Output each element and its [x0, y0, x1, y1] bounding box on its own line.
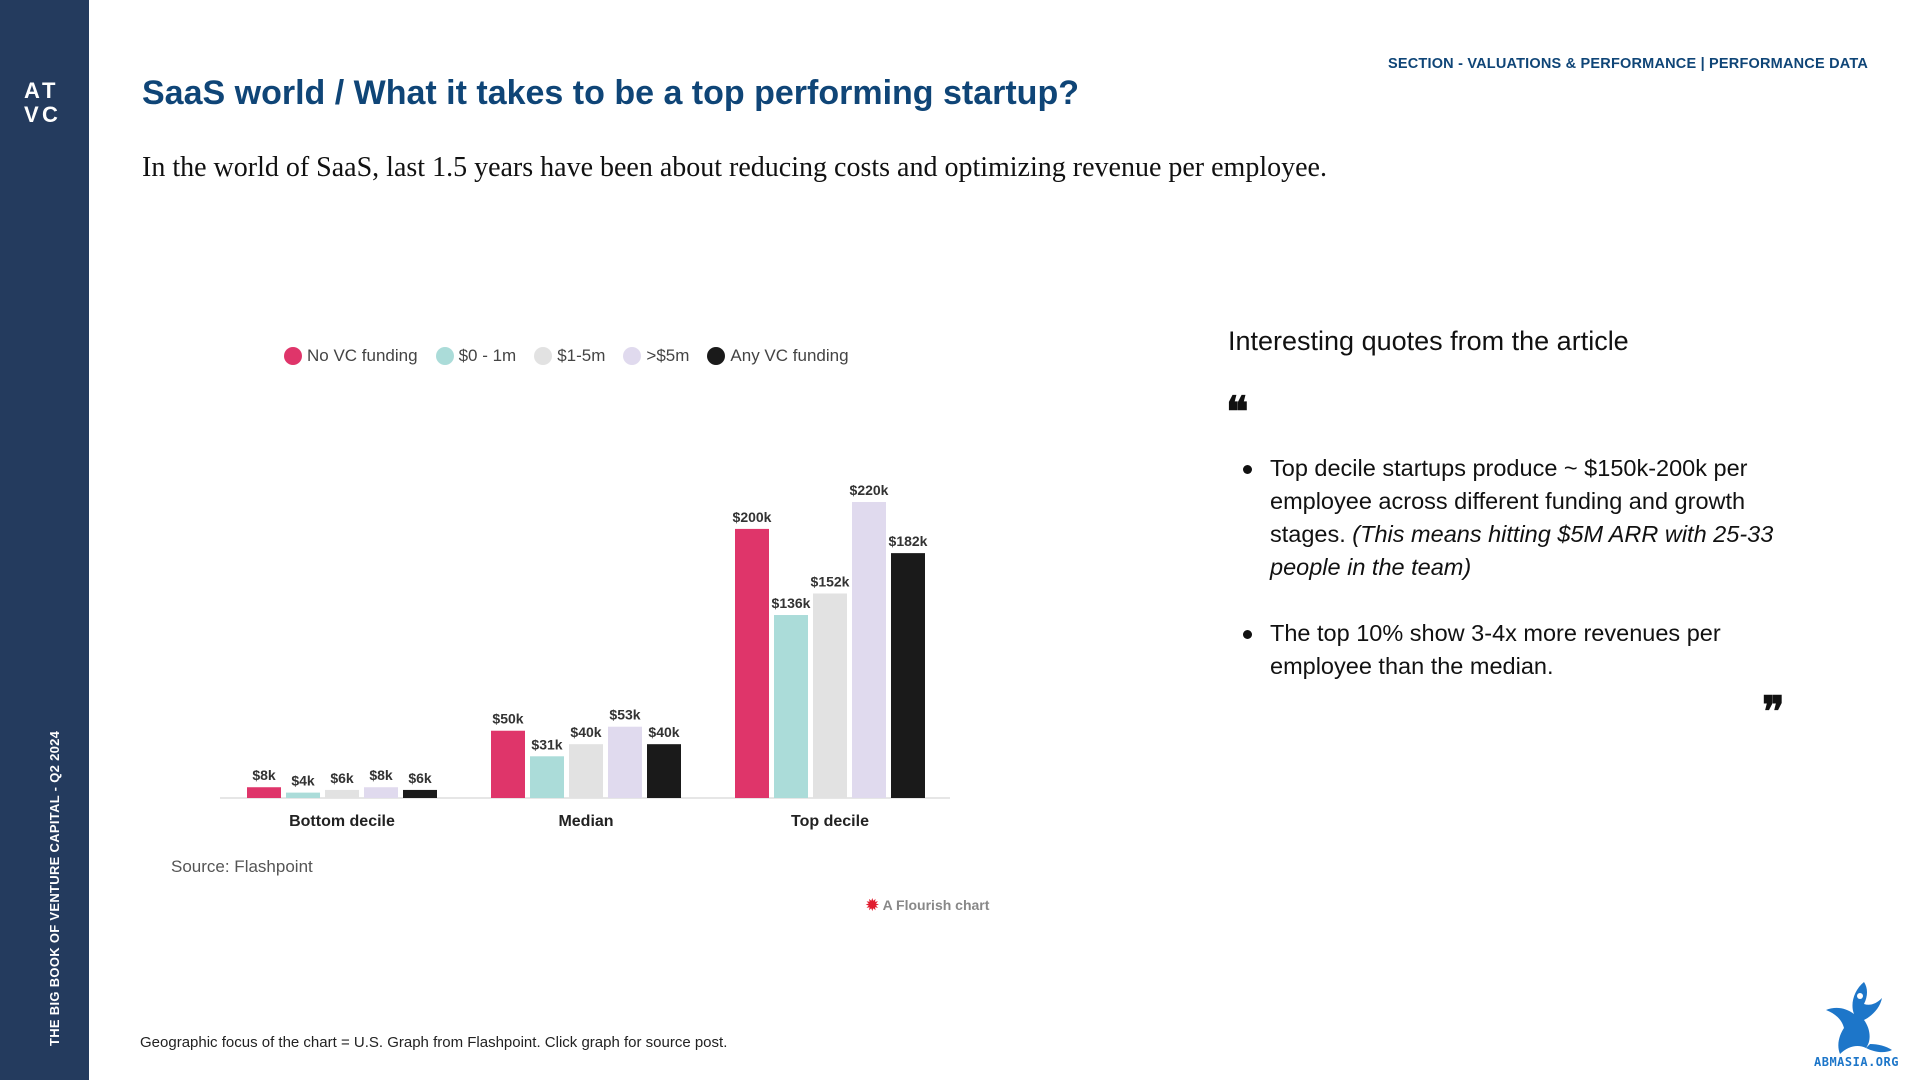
bar[interactable]: [530, 756, 564, 798]
bar[interactable]: [647, 744, 681, 798]
legend-item[interactable]: $1-5m: [534, 346, 605, 366]
brand-label: ABMASIA.ORG: [1814, 1055, 1899, 1069]
eagle-logo-icon: [1826, 982, 1892, 1054]
bar[interactable]: [774, 615, 808, 798]
legend-item[interactable]: >$5m: [623, 346, 689, 366]
category-label: Top decile: [791, 813, 869, 830]
legend-swatch: [534, 347, 553, 365]
bar[interactable]: [286, 792, 320, 798]
data-label: $8k: [369, 767, 393, 783]
data-label: $152k: [811, 573, 850, 589]
flourish-icon: ✹: [866, 897, 879, 914]
bar[interactable]: [325, 789, 359, 798]
chart-legend: No VC funding $0 - 1m $1-5m >$5m Any VC fund…: [284, 346, 849, 366]
legend-label: Any VC funding: [730, 346, 849, 365]
data-label: $6k: [330, 770, 354, 786]
book-title-vertical: THE BIG BOOK OF VENTURE CAPITAL - Q2 202…: [47, 730, 62, 1046]
quote-text: The top 10% show 3-4x more revenues per …: [1270, 620, 1721, 679]
flourish-credit-label: A Flourish chart: [882, 897, 990, 913]
legend-swatch: [435, 347, 454, 365]
bar[interactable]: [735, 528, 769, 798]
legend-swatch: [623, 347, 642, 365]
data-label: $182k: [889, 533, 928, 549]
page-title: SaaS world / What it takes to be a top p…: [142, 74, 1079, 112]
sidebar: A T V C THE BIG BOOK OF VENTURE CAPITAL …: [0, 0, 89, 1080]
legend-label: No VC funding: [307, 346, 418, 365]
bar[interactable]: [403, 789, 437, 798]
legend-label: $0 - 1m: [458, 346, 517, 365]
open-quote-icon: ❝: [1226, 390, 1249, 436]
atvc-logo: A T V C: [24, 78, 58, 127]
footnote: Geographic focus of the chart = U.S. Gra…: [140, 1034, 728, 1051]
page-subtitle: In the world of SaaS, last 1.5 years hav…: [142, 152, 1327, 183]
flourish-credit-link[interactable]: ✹ A Flourish chart: [866, 896, 989, 914]
data-label: $4k: [291, 773, 315, 789]
bar[interactable]: [569, 744, 603, 798]
quotes-list: Top decile startups produce ~ $150k-200k…: [1243, 452, 1810, 716]
data-label: $220k: [850, 482, 889, 498]
quote-text: Top decile startups produce ~ $150k-200k…: [1270, 455, 1748, 547]
data-label: $6k: [408, 770, 432, 786]
legend-label: $1-5m: [557, 346, 606, 365]
bar[interactable]: [608, 726, 642, 798]
legend-item[interactable]: No VC funding: [284, 346, 418, 366]
quotes-heading: Interesting quotes from the article: [1228, 326, 1629, 356]
data-label: $40k: [648, 724, 679, 740]
bar[interactable]: [247, 787, 281, 798]
legend-swatch: [284, 347, 302, 365]
bar[interactable]: [364, 787, 398, 798]
category-label: Median: [558, 813, 613, 830]
data-label: $200k: [733, 509, 772, 525]
legend-label: >$5m: [646, 346, 690, 365]
data-label: $53k: [609, 707, 640, 723]
data-label: $136k: [772, 595, 811, 611]
data-label: $8k: [252, 767, 276, 783]
legend-item[interactable]: $0 - 1m: [435, 346, 517, 366]
bar[interactable]: [891, 553, 925, 798]
svg-text:C: C: [42, 102, 58, 127]
data-label: $50k: [492, 711, 523, 727]
section-label: SECTION - VALUATIONS & PERFORMANCE | PER…: [1388, 56, 1868, 72]
svg-text:A: A: [24, 78, 40, 103]
data-label: $40k: [570, 724, 601, 740]
close-quote-icon: ❞: [1762, 690, 1785, 736]
quote-item: The top 10% show 3-4x more revenues per …: [1243, 617, 1810, 683]
bar[interactable]: [813, 593, 847, 798]
quote-italic-note: (This means hitting $5M ARR with 25-33 p…: [1270, 521, 1774, 580]
chart-source: Source: Flashpoint: [171, 857, 313, 876]
legend-swatch: [707, 347, 726, 365]
bar-chart[interactable]: $8k $4k $6k $8k $6k Bottom decile $50k $31k $40k…: [160, 330, 1020, 890]
legend-item[interactable]: Any VC funding: [707, 346, 849, 366]
category-label: Bottom decile: [289, 813, 395, 830]
quote-item: Top decile startups produce ~ $150k-200k…: [1243, 452, 1810, 584]
chart-container[interactable]: $8k $4k $6k $8k $6k Bottom decile $50k $31k $40k…: [160, 330, 1020, 930]
bar[interactable]: [491, 730, 525, 798]
svg-text:T: T: [42, 78, 56, 103]
svg-text:V: V: [24, 102, 39, 127]
bar[interactable]: [852, 502, 886, 798]
data-label: $31k: [531, 736, 562, 752]
